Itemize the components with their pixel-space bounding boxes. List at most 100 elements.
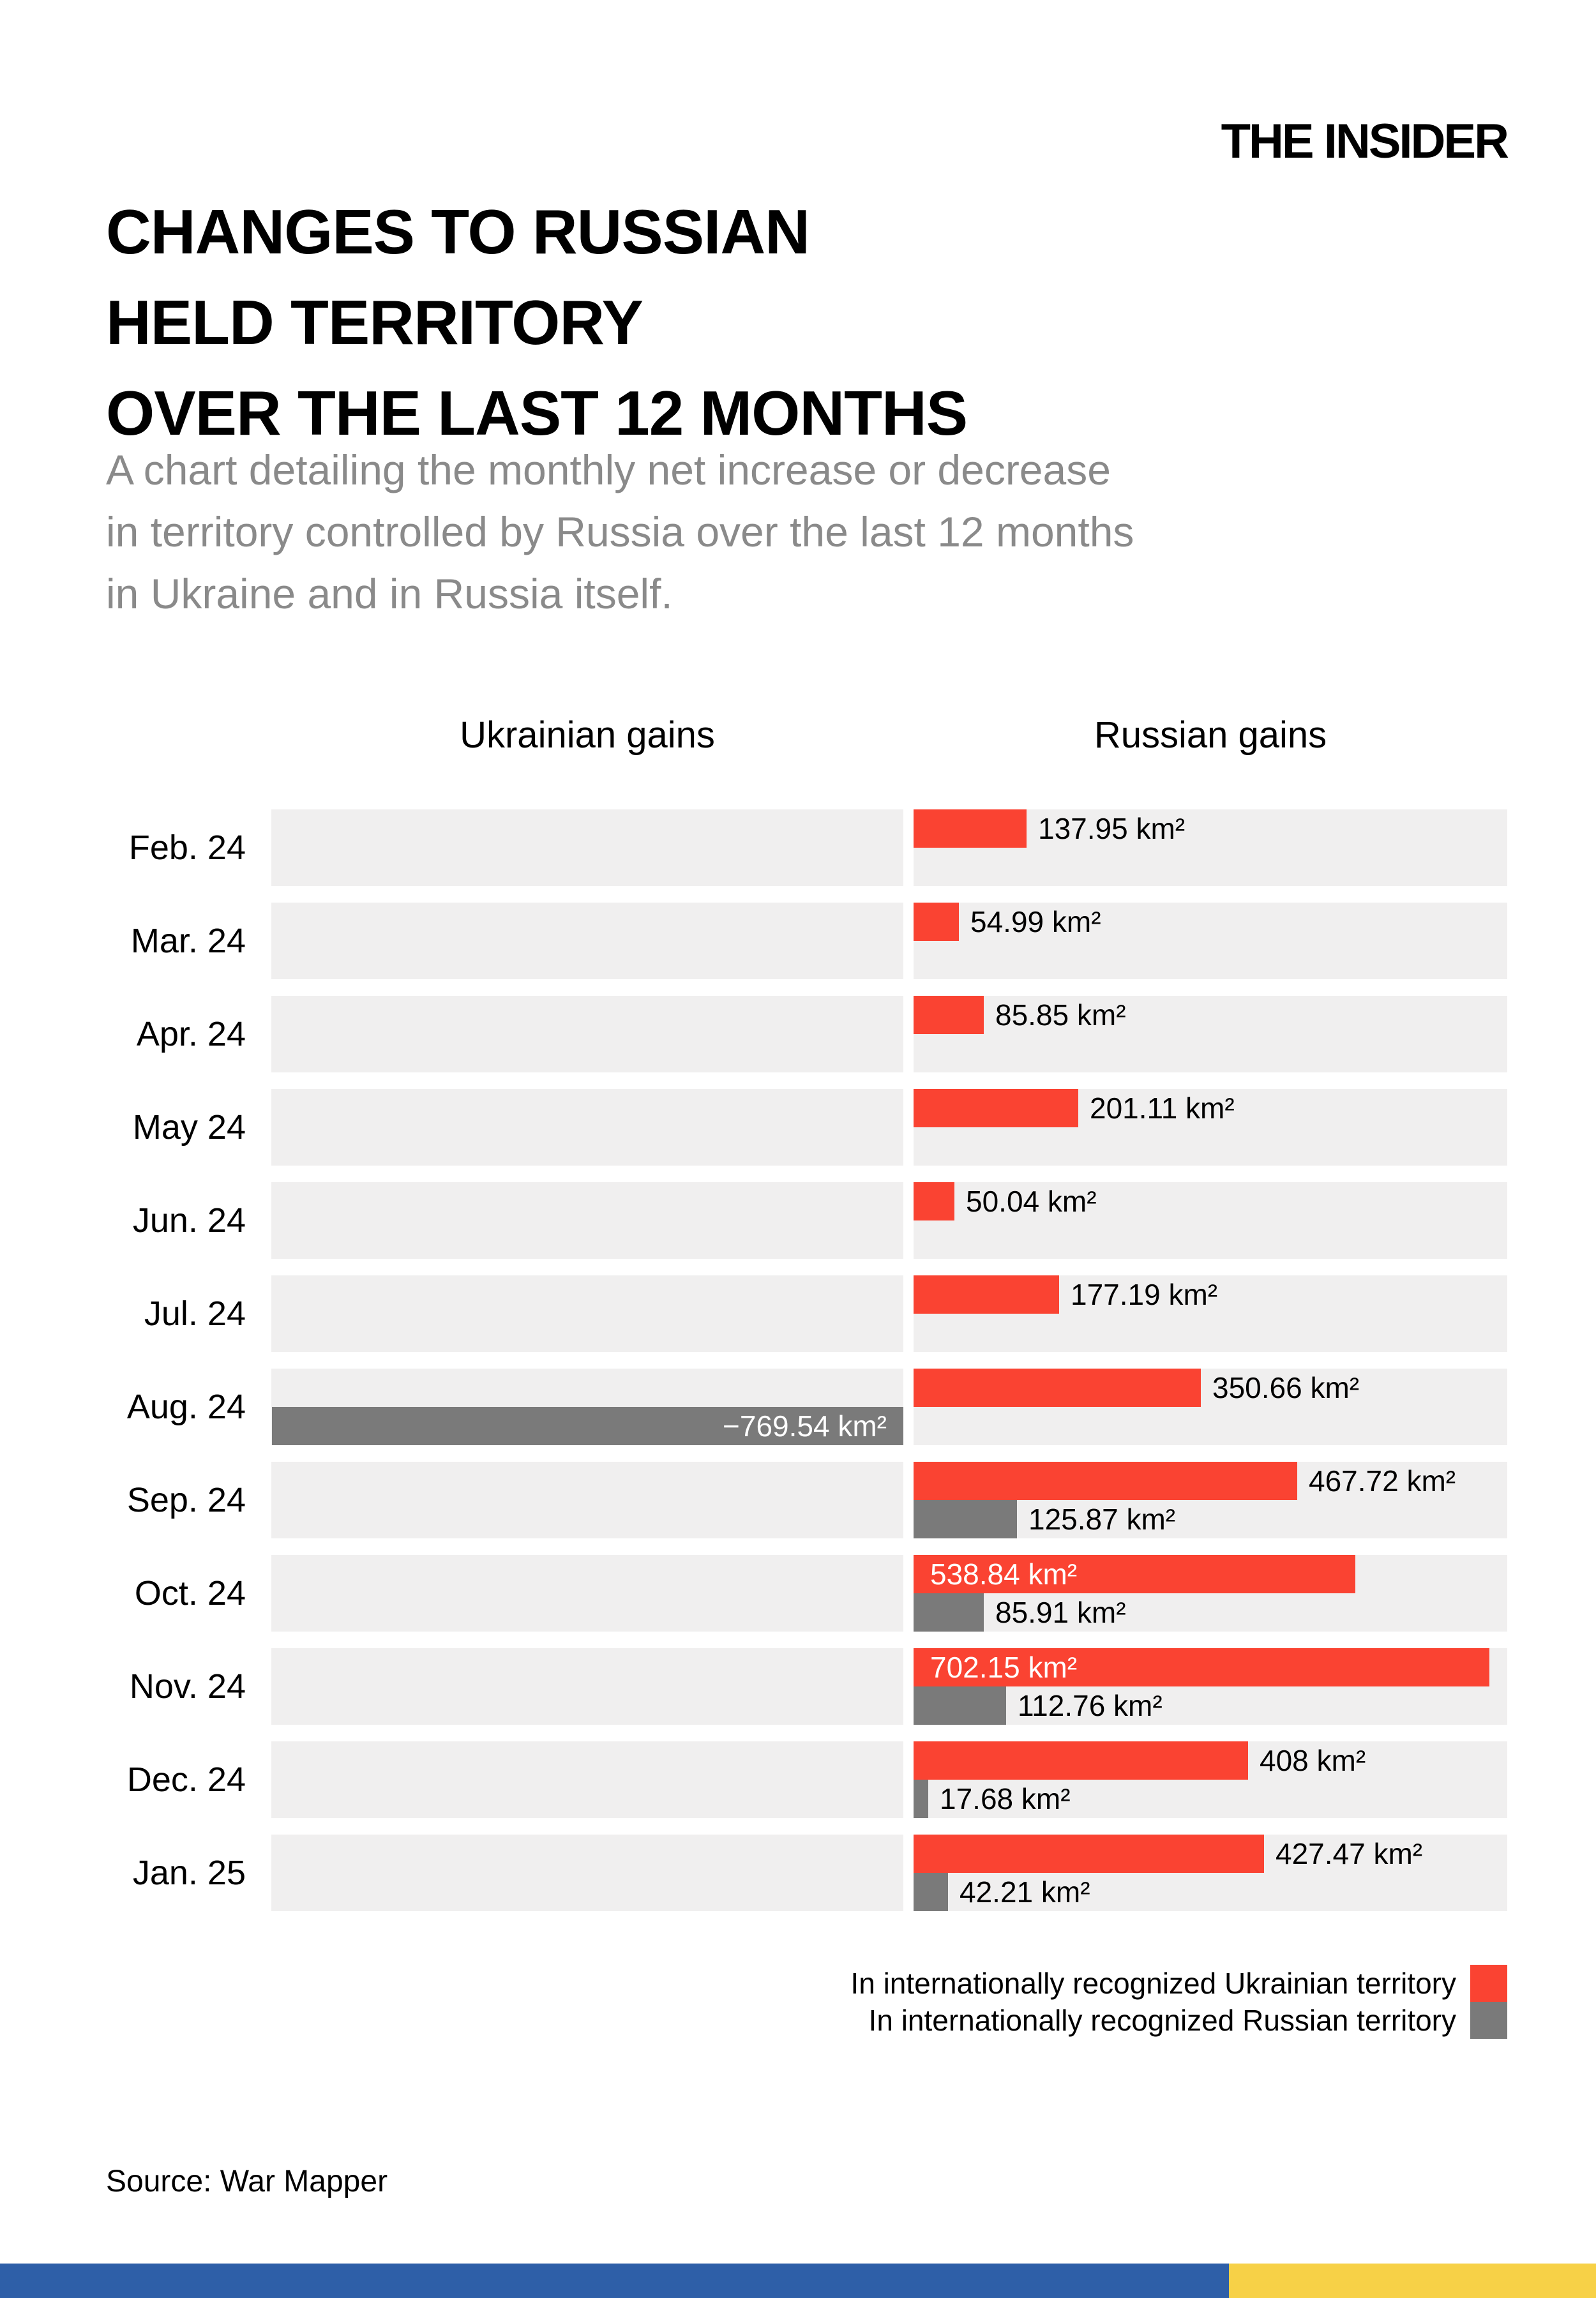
chart-row: Nov. 24 702.15 km² 112.76 km² (0, 1648, 1507, 1725)
subtitle-line-1: A chart detailing the monthly net increa… (106, 446, 1111, 493)
month-label: Nov. 24 (129, 1667, 246, 1706)
month-label: Sep. 24 (126, 1481, 246, 1519)
bar-ukrainian-territory (914, 1369, 1201, 1407)
value-label: 177.19 km² (1071, 1278, 1218, 1311)
legend-swatch (1470, 2002, 1507, 2039)
value-label: 350.66 km² (1212, 1371, 1360, 1404)
chart-row: Apr. 24 85.85 km² (0, 996, 1507, 1072)
chart-subtitle: A chart detailing the monthly net increa… (106, 439, 1134, 625)
bar-ukrainian-territory (914, 996, 984, 1034)
bar-russian-territory (914, 1500, 1017, 1538)
row-strip: 201.11 km² (271, 1089, 1507, 1166)
chart-row: Jul. 24 177.19 km² (0, 1275, 1507, 1352)
chart-row: Jan. 25 427.47 km² 42.21 km² (0, 1835, 1507, 1911)
publisher-logo: THE INSIDER (1221, 114, 1509, 169)
chart-row: Aug. 24 350.66 km² −769.54 km² (0, 1369, 1507, 1445)
legend-label: In internationally recognized Ukrainian … (850, 1967, 1456, 2000)
month-label: Dec. 24 (126, 1761, 246, 1799)
month-label: Oct. 24 (134, 1574, 246, 1612)
month-label: Jul. 24 (144, 1295, 246, 1333)
value-label: 408 km² (1260, 1744, 1366, 1777)
bar-ukrainian-territory (914, 1275, 1059, 1314)
right-half-background (914, 903, 1507, 979)
chart-row: Oct. 24 538.84 km² 85.91 km² (0, 1555, 1507, 1632)
value-label: 538.84 km² (930, 1558, 1078, 1591)
left-half-background (271, 903, 903, 979)
chart-legend: In internationally recognized Ukrainian … (850, 1965, 1507, 2039)
bar-russian-territory (914, 1873, 948, 1911)
month-label: Jun. 24 (132, 1201, 246, 1240)
chart-row: Feb. 24 137.95 km² (0, 809, 1507, 886)
row-strip: 702.15 km² 112.76 km² (271, 1648, 1507, 1725)
bar-ukrainian-territory (914, 1182, 954, 1220)
legend-row: In internationally recognized Ukrainian … (850, 1965, 1507, 2002)
row-strip: 408 km² 17.68 km² (271, 1741, 1507, 1818)
source-credit: Source: War Mapper (106, 2165, 388, 2198)
row-strip: 54.99 km² (271, 903, 1507, 979)
value-label: 702.15 km² (930, 1651, 1078, 1684)
bar-ukrainian-territory (914, 1555, 1355, 1593)
left-half-background (271, 1089, 903, 1166)
left-half-background (271, 1275, 903, 1352)
month-label: Feb. 24 (128, 829, 246, 867)
title-line-3: OVER THE LAST 12 MONTHS (106, 378, 968, 448)
chart-row: Dec. 24 408 km² 17.68 km² (0, 1741, 1507, 1818)
left-half-background (271, 1648, 903, 1725)
left-half-background (271, 809, 903, 886)
bar-ukrainian-territory (914, 1648, 1489, 1686)
bar-russian-territory (271, 1407, 903, 1445)
territory-bar-chart: Feb. 24 137.95 km² Mar. 24 54.99 km² Apr. 24… (0, 809, 1507, 1928)
right-half-background (914, 996, 1507, 1072)
left-half-background (271, 1462, 903, 1538)
row-strip: 350.66 km² −769.54 km² (271, 1369, 1507, 1445)
row-strip: 85.85 km² (271, 996, 1507, 1072)
bar-ukrainian-territory (914, 903, 959, 941)
bar-ukrainian-territory (914, 1462, 1297, 1500)
title-line-1: CHANGES TO RUSSIAN (106, 197, 810, 267)
month-label: Mar. 24 (130, 922, 246, 960)
value-label: 85.85 km² (995, 998, 1126, 1032)
subtitle-line-2: in territory controlled by Russia over t… (106, 508, 1134, 555)
value-label: 50.04 km² (966, 1185, 1097, 1218)
left-half-background (271, 1182, 903, 1259)
value-label: 137.95 km² (1038, 812, 1186, 845)
chart-row: Mar. 24 54.99 km² (0, 903, 1507, 979)
bar-russian-territory (914, 1780, 928, 1818)
row-strip: 137.95 km² (271, 809, 1507, 886)
left-half-background (271, 1555, 903, 1632)
value-label: 112.76 km² (1018, 1689, 1163, 1722)
legend-row: In internationally recognized Russian te… (850, 2002, 1507, 2039)
right-half-background (914, 1182, 1507, 1259)
ukraine-flag-ribbon (0, 2264, 1596, 2298)
bar-ukrainian-territory (914, 1741, 1248, 1780)
bar-russian-territory (914, 1686, 1006, 1725)
value-label: 42.21 km² (960, 1875, 1090, 1909)
row-strip: 467.72 km² 125.87 km² (271, 1462, 1507, 1538)
value-label: 17.68 km² (940, 1782, 1071, 1815)
bar-ukrainian-territory (914, 1089, 1078, 1127)
chart-row: May 24 201.11 km² (0, 1089, 1507, 1166)
month-label: Apr. 24 (136, 1015, 246, 1053)
month-label: May 24 (132, 1108, 246, 1146)
value-label: 125.87 km² (1028, 1503, 1176, 1536)
bar-ukrainian-territory (914, 809, 1027, 848)
month-label: Jan. 25 (132, 1854, 246, 1892)
bar-ukrainian-territory (914, 1835, 1264, 1873)
flag-blue-band (0, 2264, 1229, 2298)
value-label: 427.47 km² (1276, 1837, 1423, 1870)
chart-row: Sep. 24 467.72 km² 125.87 km² (0, 1462, 1507, 1538)
month-label: Aug. 24 (126, 1388, 246, 1426)
value-label: 54.99 km² (970, 905, 1101, 938)
legend-swatch (1470, 1965, 1507, 2002)
flag-yellow-band (1229, 2264, 1596, 2298)
value-label: 467.72 km² (1309, 1464, 1456, 1498)
bar-russian-territory (914, 1593, 984, 1632)
row-strip: 427.47 km² 42.21 km² (271, 1835, 1507, 1911)
row-strip: 50.04 km² (271, 1182, 1507, 1259)
title-line-2: HELD TERRITORY (106, 287, 644, 357)
axis-header-ukrainian-gains: Ukrainian gains (460, 714, 715, 756)
row-strip: 177.19 km² (271, 1275, 1507, 1352)
left-half-background (271, 1835, 903, 1911)
chart-row: Jun. 24 50.04 km² (0, 1182, 1507, 1259)
value-label: 85.91 km² (995, 1596, 1126, 1629)
